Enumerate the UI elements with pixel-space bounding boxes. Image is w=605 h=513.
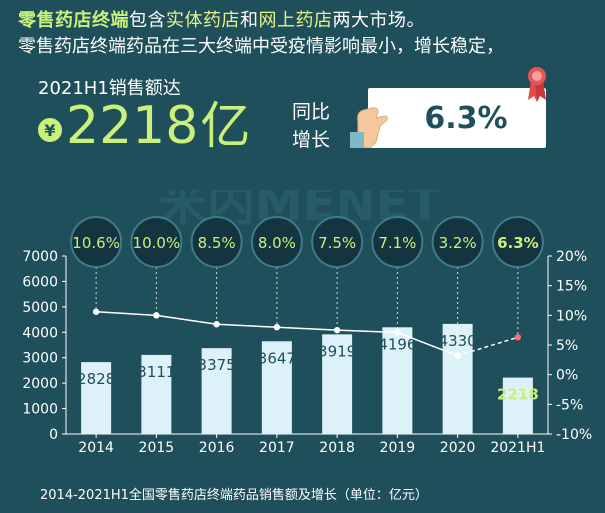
bar-value-label: 4196 [378, 335, 416, 353]
award-ribbon-icon [528, 67, 546, 102]
growth-label: 8.0% [258, 234, 296, 252]
growth-point [333, 326, 341, 334]
bar-value-label: 3647 [258, 349, 296, 367]
header-text: 和 [240, 10, 259, 31]
bar-value-label: 3919 [318, 342, 356, 360]
bar-value-label: 2828 [77, 370, 115, 388]
bar-2018 [322, 334, 353, 434]
bar-value-label: 3375 [198, 356, 236, 374]
growth-point [394, 329, 401, 336]
chart-caption: 2014-2021H1全国零售药店终端药品销售额及增长（单位：亿元） [40, 488, 428, 503]
sales-amount: ¥ 2218 亿 [38, 98, 250, 154]
yoy-value: 6.3% [424, 100, 508, 136]
bar-2021H1 [502, 377, 533, 434]
bar-value-label: 3111 [137, 363, 175, 381]
y-left-tick-label: 3000 [22, 351, 58, 367]
growth-line-projected [457, 336, 519, 357]
growth-label: 3.2% [439, 234, 477, 252]
yoy-card: 6.3% [368, 88, 546, 148]
growth-bubble [491, 216, 544, 268]
x-tick-label: 2014 [78, 440, 114, 456]
growth-bubble [311, 216, 364, 268]
growth-point [514, 334, 522, 341]
bar-2015 [141, 354, 172, 434]
yoy-label: 同比增长 [292, 101, 331, 151]
bar-2019 [382, 327, 413, 434]
header-line-1: 零售药店终端包含实体药店和网上药店两大市场。 [18, 8, 598, 34]
x-tick-label: 2016 [199, 440, 235, 456]
growth-label: 6.3% [497, 234, 539, 252]
x-tick-label: 2018 [319, 440, 355, 456]
y-left-tick-label: 6000 [22, 274, 58, 290]
sales-amount-number: 2218 [66, 96, 199, 156]
y-right-tick-label: -10% [556, 427, 592, 443]
keyword-physical-pharmacy: 实体药店 [166, 10, 240, 31]
growth-point [213, 321, 220, 328]
bar-value-label: 4330 [439, 332, 477, 350]
x-tick-label: 2015 [139, 440, 175, 456]
growth-label: 8.5% [198, 234, 236, 252]
growth-label: 10.6% [72, 234, 120, 252]
growth-point [454, 352, 461, 359]
y-right-tick-label: 5% [556, 338, 578, 354]
sales-label: 2021H1销售额达 [38, 78, 181, 99]
x-tick-label: 2019 [380, 440, 416, 456]
hand-icon [350, 107, 388, 148]
y-right-tick-label: 0% [556, 368, 578, 384]
y-left-tick-label: 0 [49, 427, 58, 443]
header-text: 包含 [129, 10, 166, 31]
growth-point [92, 308, 100, 315]
y-left-tick-label: 7000 [22, 249, 58, 265]
y-left-tick-label: 1000 [22, 402, 58, 418]
bar-2014 [81, 362, 112, 434]
y-right-tick-label: 10% [556, 308, 587, 324]
y-right-tick-label: 20% [556, 249, 587, 265]
keyword-online-pharmacy: 网上药店 [258, 10, 333, 31]
sales-amount-unit: 亿 [200, 97, 251, 155]
bar-value-label: 2218 [497, 386, 539, 404]
growth-bubble [70, 216, 123, 268]
yen-icon: ¥ [38, 118, 62, 142]
growth-bubble [431, 216, 484, 268]
growth-label: 7.1% [378, 234, 416, 252]
y-right-tick-label: 15% [556, 279, 587, 295]
bar-2017 [261, 341, 292, 434]
growth-bubble [250, 216, 303, 268]
x-tick-label: 2017 [259, 440, 295, 456]
growth-label: 7.5% [318, 234, 356, 252]
growth-label: 10.0% [133, 234, 181, 252]
growth-point [153, 312, 160, 319]
y-left-tick-label: 5000 [22, 300, 58, 316]
header-line-2: 零售药店终端药品在三大终端中受疫情影响最小，增长稳定， [18, 36, 504, 57]
y-left-tick-label: 4000 [22, 325, 58, 341]
y-right-tick-label: -5% [556, 397, 583, 413]
keyword-retail-terminal: 零售药店终端 [18, 10, 129, 31]
bar-2016 [201, 348, 232, 434]
y-left-tick-label: 2000 [22, 376, 58, 392]
growth-bubble [190, 216, 243, 268]
growth-point [273, 324, 281, 331]
sales-growth-chart: 米内MENET01000200030004000500060007000-10%… [22, 190, 592, 456]
header: 零售药店终端包含实体药店和网上药店两大市场。 零售药店终端药品在三大终端中受疫情… [18, 8, 598, 60]
growth-bubble [371, 216, 424, 268]
header-text: 两大市场。 [332, 10, 425, 31]
x-tick-label: 2020 [440, 440, 476, 456]
x-tick-label: 2021H1 [490, 440, 545, 456]
growth-bubble [130, 216, 183, 268]
